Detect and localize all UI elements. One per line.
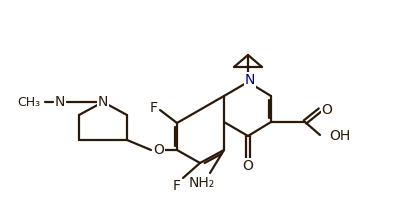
Text: CH₃: CH₃	[17, 96, 40, 108]
Text: O: O	[154, 143, 164, 157]
Text: N: N	[98, 95, 108, 109]
Text: F: F	[173, 179, 181, 193]
Text: O: O	[242, 159, 254, 173]
Text: OH: OH	[329, 129, 350, 143]
Text: O: O	[322, 103, 332, 117]
Text: N: N	[245, 73, 255, 87]
Text: NH₂: NH₂	[189, 176, 215, 190]
Text: F: F	[150, 101, 158, 115]
Text: N: N	[55, 95, 65, 109]
